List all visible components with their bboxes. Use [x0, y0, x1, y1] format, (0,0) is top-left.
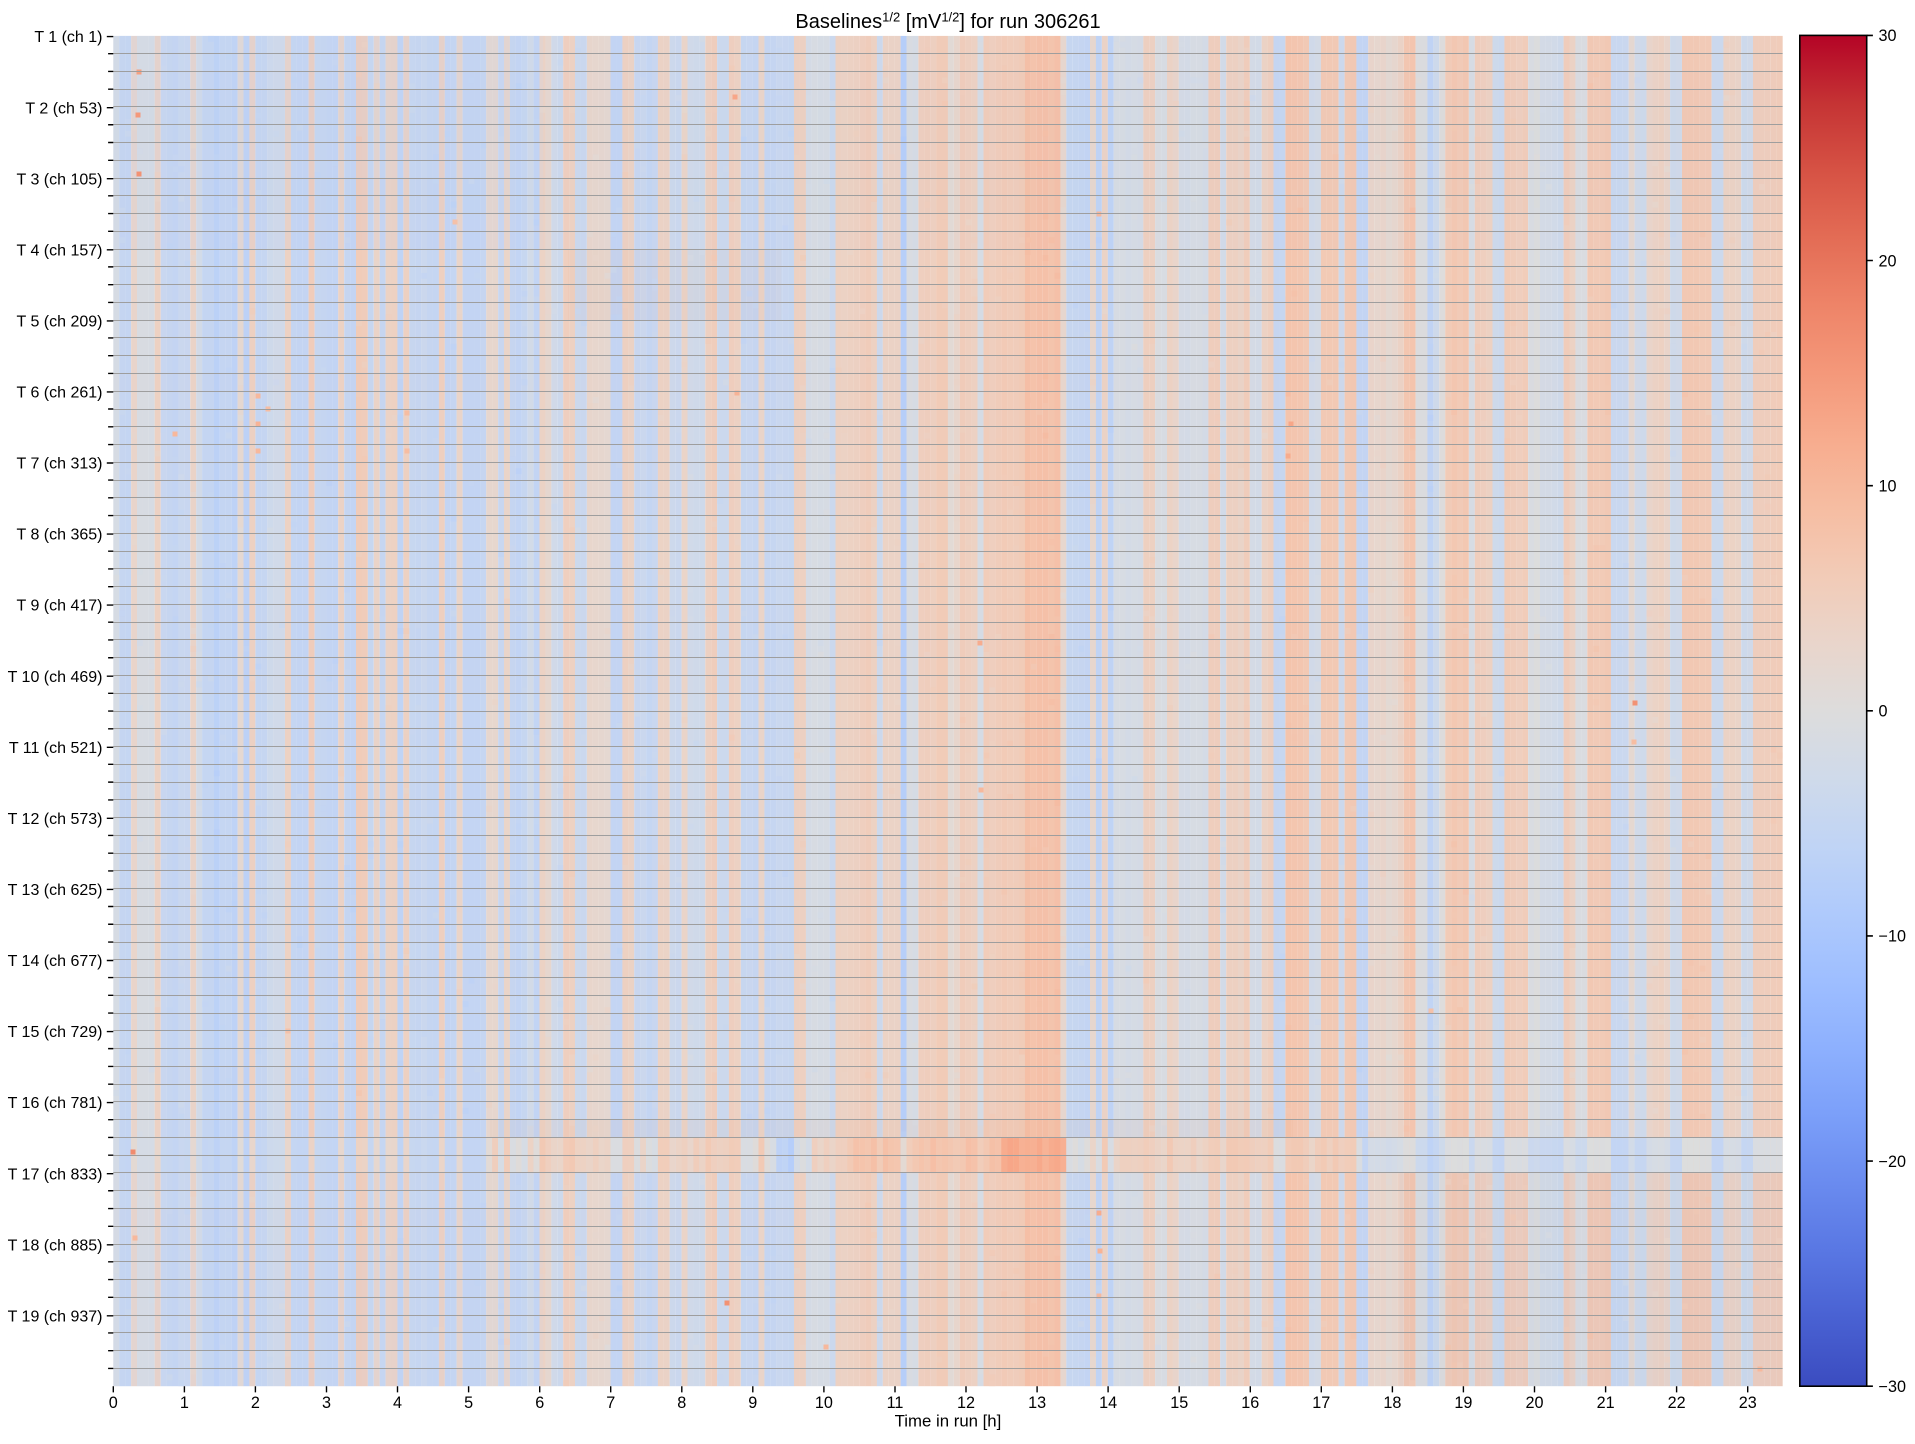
svg-text:Baselines1/2 [mV1/2] for run 3: Baselines1/2 [mV1/2] for run 306261: [795, 10, 1100, 34]
svg-text:13: 13: [1028, 1394, 1046, 1412]
svg-text:20: 20: [1879, 252, 1897, 270]
svg-text:5: 5: [464, 1394, 473, 1412]
svg-text:0: 0: [1879, 703, 1888, 721]
svg-text:16: 16: [1241, 1394, 1259, 1412]
svg-text:20: 20: [1525, 1394, 1543, 1412]
svg-text:4: 4: [393, 1394, 402, 1412]
svg-text:T 8 (ch 365): T 8 (ch 365): [17, 527, 103, 544]
svg-text:T 13 (ch 625): T 13 (ch 625): [8, 882, 103, 899]
svg-text:T 4 (ch 157): T 4 (ch 157): [17, 242, 103, 259]
svg-text:T 5 (ch 209): T 5 (ch 209): [17, 314, 103, 331]
svg-text:T 11 (ch 521): T 11 (ch 521): [9, 740, 103, 757]
svg-text:7: 7: [606, 1394, 615, 1412]
svg-text:1: 1: [180, 1394, 189, 1412]
svg-text:Time in run [h]: Time in run [h]: [895, 1412, 1002, 1431]
svg-text:9: 9: [748, 1394, 757, 1412]
svg-text:T 9 (ch 417): T 9 (ch 417): [17, 598, 103, 615]
svg-text:10: 10: [815, 1394, 833, 1412]
svg-text:30: 30: [1879, 27, 1897, 45]
svg-text:8: 8: [677, 1394, 686, 1412]
svg-text:T 10 (ch 469): T 10 (ch 469): [8, 669, 103, 686]
svg-text:T 17 (ch 833): T 17 (ch 833): [8, 1166, 103, 1183]
svg-text:T 16 (ch 781): T 16 (ch 781): [8, 1095, 103, 1112]
svg-text:T 3 (ch 105): T 3 (ch 105): [17, 171, 103, 188]
svg-text:3: 3: [322, 1394, 331, 1412]
svg-text:T 15 (ch 729): T 15 (ch 729): [8, 1024, 103, 1041]
svg-text:−20: −20: [1879, 1153, 1906, 1171]
svg-text:14: 14: [1099, 1394, 1117, 1412]
svg-text:T 7 (ch 313): T 7 (ch 313): [17, 456, 103, 473]
svg-text:T 14 (ch 677): T 14 (ch 677): [8, 953, 103, 970]
svg-text:T 6 (ch 261): T 6 (ch 261): [17, 385, 103, 402]
svg-text:11: 11: [887, 1394, 904, 1412]
svg-text:23: 23: [1739, 1394, 1757, 1412]
svg-text:19: 19: [1454, 1394, 1472, 1412]
svg-text:6: 6: [535, 1394, 544, 1412]
svg-text:−10: −10: [1879, 928, 1906, 946]
svg-text:21: 21: [1597, 1394, 1615, 1412]
svg-text:T 1 (ch 1): T 1 (ch 1): [34, 29, 102, 46]
svg-text:2: 2: [251, 1394, 260, 1412]
svg-text:12: 12: [957, 1394, 975, 1412]
svg-text:18: 18: [1383, 1394, 1401, 1412]
svg-text:T 18 (ch 885): T 18 (ch 885): [8, 1237, 103, 1254]
svg-text:T 12 (ch 573): T 12 (ch 573): [8, 811, 103, 828]
svg-text:0: 0: [109, 1394, 118, 1412]
svg-text:T 19 (ch 937): T 19 (ch 937): [8, 1308, 103, 1325]
svg-text:15: 15: [1170, 1394, 1188, 1412]
svg-text:10: 10: [1879, 478, 1897, 496]
svg-text:−30: −30: [1879, 1378, 1906, 1396]
svg-text:17: 17: [1312, 1394, 1330, 1412]
svg-text:T 2 (ch 53): T 2 (ch 53): [25, 100, 102, 117]
svg-text:22: 22: [1668, 1394, 1686, 1412]
